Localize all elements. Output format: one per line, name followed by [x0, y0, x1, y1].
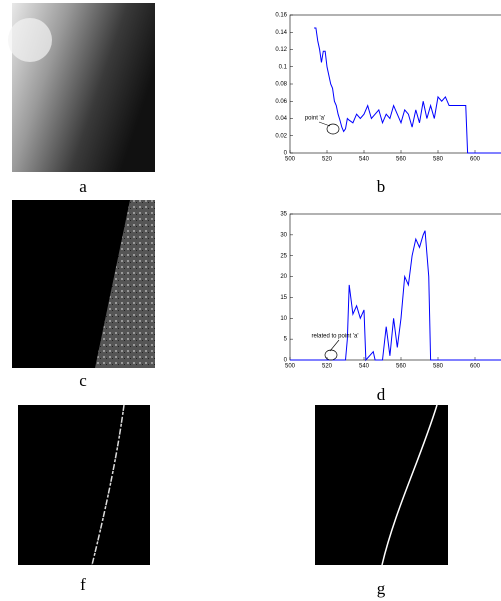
y-tick-label: 15 — [280, 295, 287, 301]
annotation-arrow — [318, 121, 331, 127]
x-tick-label: 500 — [285, 364, 296, 370]
annotation: point 'a' — [305, 116, 325, 122]
annotation-circle — [324, 349, 338, 361]
panel-label: c — [79, 371, 87, 390]
y-tick-label: 0.04 — [275, 116, 287, 122]
image-c — [12, 200, 155, 368]
x-tick-label: 500 — [285, 157, 296, 163]
panel-label: f — [80, 575, 86, 594]
panel-label: d — [377, 385, 386, 404]
y-tick-label: 0.1 — [279, 64, 288, 70]
annotation-arrow — [329, 339, 340, 352]
x-tick-label: 520 — [322, 364, 333, 370]
annotation-circle — [326, 123, 340, 135]
x-tick-label: 520 — [322, 157, 333, 163]
annotation: related to point 'a' — [312, 334, 359, 340]
x-tick-label: 580 — [433, 157, 444, 163]
y-tick-label: 0.16 — [275, 13, 287, 19]
y-tick-label: 0.14 — [275, 30, 287, 36]
y-tick-label: 5 — [284, 337, 288, 343]
x-tick-label: 600 — [470, 157, 481, 163]
x-tick-label: 600 — [470, 364, 481, 370]
image-f — [18, 404, 150, 566]
y-tick-label: 20 — [280, 274, 287, 280]
x-tick-label: 560 — [396, 364, 407, 370]
panel-label: g — [377, 579, 386, 598]
data-line — [290, 230, 501, 362]
y-tick-label: 0 — [284, 151, 288, 157]
data-line — [314, 27, 501, 154]
x-tick-label: 560 — [396, 157, 407, 163]
y-tick-label: 0 — [284, 358, 288, 364]
plot-area — [289, 14, 501, 154]
x-tick-label: 540 — [359, 364, 370, 370]
y-tick-label: 30 — [280, 232, 287, 238]
x-tick-label: 580 — [433, 364, 444, 370]
y-tick-label: 0.02 — [275, 133, 287, 139]
panel-label: b — [377, 177, 386, 196]
y-tick-label: 0.08 — [275, 82, 287, 88]
y-tick-label: 10 — [280, 316, 287, 322]
y-tick-label: 0.06 — [275, 99, 287, 105]
y-tick-label: 0.12 — [275, 47, 287, 53]
y-tick-label: 35 — [280, 212, 287, 218]
y-tick-label: 25 — [280, 253, 287, 259]
image-a — [8, 3, 155, 172]
panel-label: a — [79, 177, 87, 196]
x-tick-label: 540 — [359, 157, 370, 163]
image-g — [315, 404, 448, 566]
